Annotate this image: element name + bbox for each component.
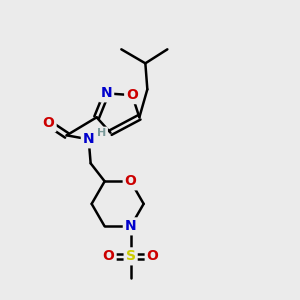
Text: O: O xyxy=(103,249,115,263)
Text: O: O xyxy=(126,88,138,102)
Text: N: N xyxy=(100,86,112,100)
Text: O: O xyxy=(43,116,55,130)
Text: N: N xyxy=(83,132,94,146)
Text: N: N xyxy=(125,219,136,233)
Text: O: O xyxy=(125,174,136,188)
Text: O: O xyxy=(147,249,159,263)
Text: H: H xyxy=(97,128,106,138)
Text: S: S xyxy=(126,249,136,263)
